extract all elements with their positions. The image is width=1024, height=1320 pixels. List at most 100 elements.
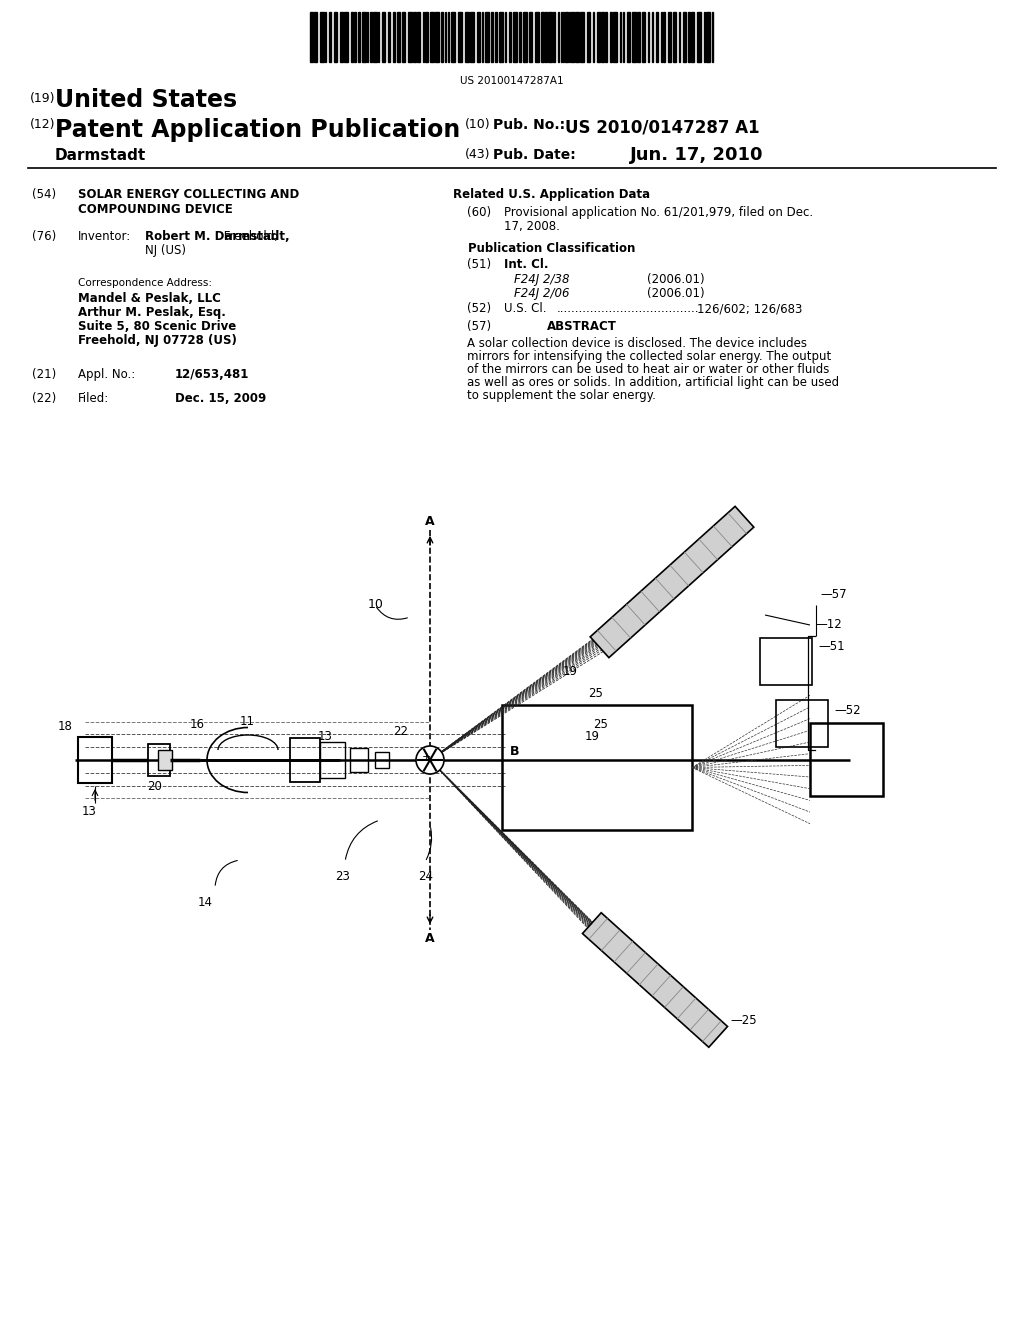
Text: of the mirrors can be used to heat air or water or other fluids: of the mirrors can be used to heat air o…: [467, 363, 829, 376]
Text: (2006.01): (2006.01): [647, 273, 705, 286]
Text: Correspondence Address:: Correspondence Address:: [78, 279, 212, 288]
Text: Inventor:: Inventor:: [78, 230, 131, 243]
Bar: [430, 12, 434, 62]
Bar: [425, 12, 428, 62]
Bar: [691, 12, 694, 62]
Bar: [668, 12, 671, 62]
Text: mirrors for intensifying the collected solar energy. The output: mirrors for intensifying the collected s…: [467, 350, 831, 363]
Bar: [760, 638, 812, 685]
Text: Provisional application No. 61/201,979, filed on Dec.: Provisional application No. 61/201,979, …: [504, 206, 813, 219]
Bar: [477, 12, 480, 62]
Text: Pub. Date:: Pub. Date:: [493, 148, 575, 162]
Bar: [441, 12, 443, 62]
Bar: [370, 12, 372, 62]
Bar: [688, 12, 690, 62]
Text: (60): (60): [467, 206, 492, 219]
Bar: [334, 12, 337, 62]
Bar: [319, 12, 324, 62]
Text: (19): (19): [30, 92, 55, 106]
Text: ......................................: ......................................: [557, 302, 699, 315]
Bar: [810, 723, 883, 796]
Text: 17, 2008.: 17, 2008.: [504, 220, 560, 234]
Text: 13: 13: [318, 730, 333, 743]
Text: 14: 14: [198, 896, 213, 909]
Text: F24J 2/06: F24J 2/06: [514, 286, 569, 300]
Text: Publication Classification: Publication Classification: [468, 242, 636, 255]
Text: 22: 22: [393, 725, 408, 738]
Text: —57: —57: [820, 589, 847, 602]
Text: 18: 18: [58, 719, 73, 733]
Text: Patent Application Publication: Patent Application Publication: [55, 117, 460, 143]
Text: NJ (US): NJ (US): [145, 244, 186, 257]
Text: —25: —25: [730, 1014, 757, 1027]
Text: Filed:: Filed:: [78, 392, 110, 405]
Text: 11: 11: [240, 715, 255, 729]
Text: (10): (10): [465, 117, 490, 131]
Bar: [354, 12, 356, 62]
Text: (54): (54): [32, 187, 56, 201]
Text: US 20100147287A1: US 20100147287A1: [460, 77, 564, 86]
Text: (43): (43): [465, 148, 490, 161]
Bar: [541, 12, 544, 62]
Bar: [580, 12, 584, 62]
Text: (52): (52): [467, 302, 492, 315]
Circle shape: [416, 746, 444, 774]
Bar: [485, 12, 489, 62]
Bar: [314, 12, 317, 62]
Bar: [627, 12, 630, 62]
Bar: [458, 12, 462, 62]
Text: US 2010/0147287 A1: US 2010/0147287 A1: [565, 117, 760, 136]
Bar: [413, 12, 416, 62]
Bar: [158, 750, 172, 770]
Text: B: B: [510, 744, 519, 758]
Bar: [673, 12, 676, 62]
Bar: [78, 737, 112, 783]
Text: +: +: [421, 752, 431, 762]
Text: 23: 23: [335, 870, 350, 883]
Text: —52: —52: [834, 704, 860, 717]
Bar: [663, 12, 665, 62]
Bar: [402, 12, 406, 62]
Text: ABSTRACT: ABSTRACT: [547, 319, 616, 333]
Text: 13: 13: [82, 805, 97, 818]
Text: 25: 25: [593, 718, 608, 731]
Text: (2006.01): (2006.01): [647, 286, 705, 300]
Text: Jun. 17, 2010: Jun. 17, 2010: [630, 147, 764, 164]
Bar: [373, 12, 377, 62]
Bar: [435, 12, 439, 62]
Text: Freehold,: Freehold,: [145, 230, 278, 243]
Bar: [319, 742, 345, 777]
Bar: [637, 12, 640, 62]
Bar: [397, 12, 400, 62]
Bar: [502, 705, 692, 830]
Bar: [290, 738, 319, 781]
Text: 12/653,481: 12/653,481: [175, 368, 250, 381]
Bar: [642, 12, 645, 62]
Text: Pub. No.:: Pub. No.:: [493, 117, 570, 132]
Text: Robert M. Darmstadt,: Robert M. Darmstadt,: [145, 230, 290, 243]
Text: Arthur M. Peslak, Esq.: Arthur M. Peslak, Esq.: [78, 306, 226, 319]
Bar: [575, 12, 579, 62]
Bar: [340, 12, 343, 62]
Polygon shape: [590, 507, 754, 657]
Bar: [545, 12, 547, 62]
Text: Int. Cl.: Int. Cl.: [504, 257, 549, 271]
Text: 25: 25: [589, 686, 603, 700]
Text: COMPOUNDING DEVICE: COMPOUNDING DEVICE: [78, 203, 232, 216]
Text: to supplement the solar energy.: to supplement the solar energy.: [467, 389, 656, 403]
Bar: [548, 12, 552, 62]
Text: Mandel & Peslak, LLC: Mandel & Peslak, LLC: [78, 292, 221, 305]
Bar: [499, 12, 503, 62]
Bar: [610, 12, 612, 62]
Text: Dec. 15, 2009: Dec. 15, 2009: [175, 392, 266, 405]
Bar: [613, 12, 617, 62]
Text: 19: 19: [585, 730, 600, 743]
Bar: [350, 748, 368, 772]
Bar: [697, 12, 701, 62]
Text: (21): (21): [32, 368, 56, 381]
Bar: [351, 12, 353, 62]
Polygon shape: [583, 912, 727, 1047]
Text: 24: 24: [418, 870, 433, 883]
Text: 126/602; 126/683: 126/602; 126/683: [697, 302, 803, 315]
Bar: [329, 12, 331, 62]
